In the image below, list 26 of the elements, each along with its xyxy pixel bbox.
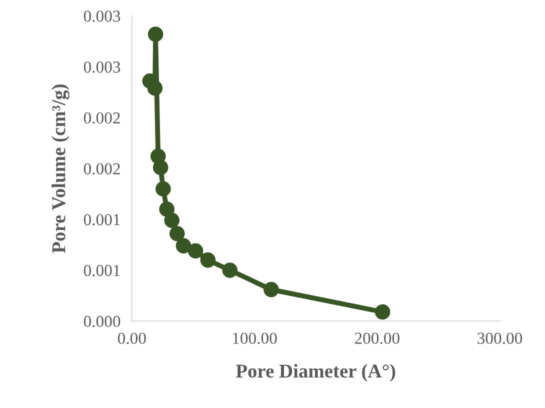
y-tick-label: 0.001: [84, 214, 120, 226]
point: [176, 238, 192, 254]
point: [200, 252, 216, 268]
point: [156, 181, 171, 196]
x-tick-label: 300.00: [478, 332, 522, 344]
point: [170, 226, 185, 242]
point: [148, 26, 164, 42]
y-tick-label: 0.002: [84, 163, 120, 175]
y-tick-label: 0.002: [84, 112, 120, 124]
y-axis-title: Pore Volume (cm³/g): [52, 84, 70, 254]
point: [374, 304, 390, 320]
point: [164, 212, 180, 228]
point: [222, 262, 238, 278]
point: [188, 243, 204, 259]
point: [159, 202, 174, 217]
point: [152, 160, 168, 176]
x-axis-title: Pore Diameter (A°): [236, 364, 396, 382]
point: [264, 282, 279, 298]
y-tick-label: 0.003: [84, 61, 120, 73]
x-tick-label: 100.00: [233, 332, 277, 344]
y-tick-label: 0.003: [84, 10, 120, 22]
point: [147, 80, 163, 96]
y-tick-label: 0.001: [84, 264, 120, 276]
x-tick-label: 0.00: [118, 332, 146, 344]
x-tick-label: 200.00: [354, 332, 400, 344]
y-tick-label: 0.000: [84, 316, 120, 328]
